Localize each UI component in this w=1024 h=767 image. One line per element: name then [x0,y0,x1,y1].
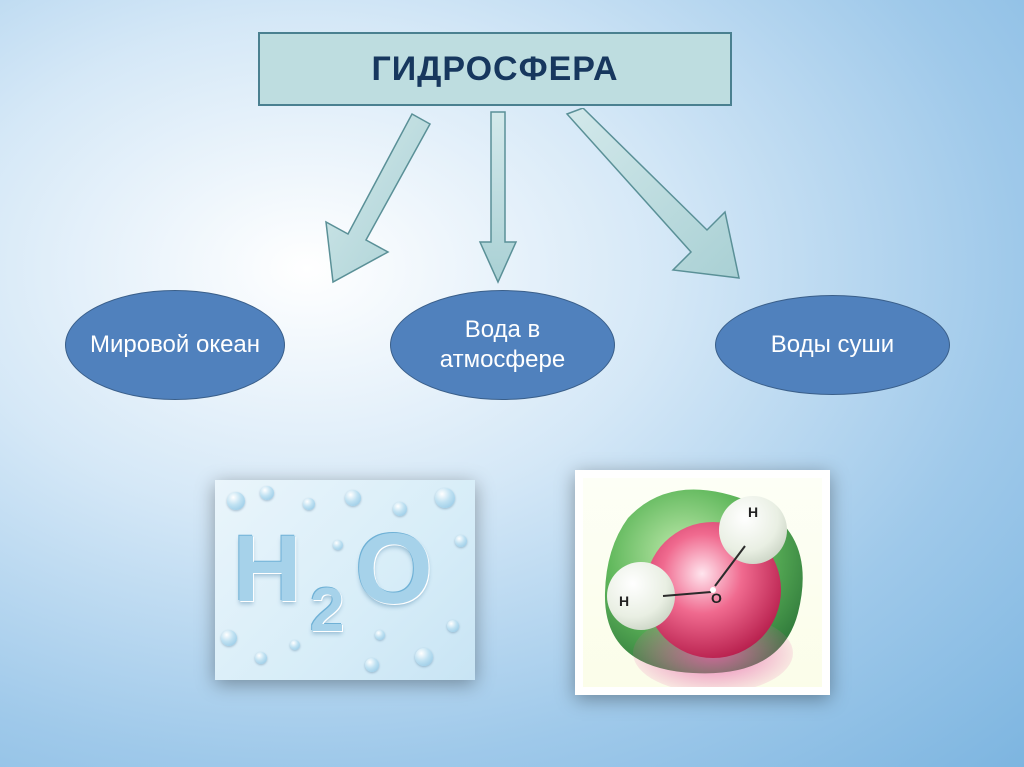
ellipse-label: Вода в атмосфере [401,315,604,375]
water-drop [393,502,407,516]
title-box: ГИДРОСФЕРА [258,32,732,106]
mol-label-o: O [711,590,722,606]
mol-label-h-left: H [619,593,629,609]
water-drop [333,540,343,550]
water-drop [455,535,467,547]
mol-label-h-right: H [748,504,758,520]
water-drop [221,630,237,646]
ellipse-label: Мировой океан [90,330,260,360]
h2o-panel: H2O [215,480,475,680]
water-drop [435,488,455,508]
water-drop [375,630,385,640]
water-drop [345,490,361,506]
h2o-letter: O [355,512,433,627]
arrow-center [478,110,518,285]
ellipse-label: Воды суши [771,330,894,360]
water-drop [303,498,315,510]
ellipse-atmosphere-water: Вода в атмосфере [390,290,615,400]
water-drop [365,658,379,672]
arrow-right [555,108,755,293]
h2o-graphic: H2O [215,480,475,680]
h2o-letter: H [233,515,302,624]
water-drop [290,640,300,650]
water-drop [447,620,459,632]
molecule-panel: H H O [575,470,830,695]
water-drop [255,652,267,664]
arrow-left [318,110,438,285]
title-text: ГИДРОСФЕРА [371,50,618,89]
water-drop [415,648,433,666]
h2o-letter: 2 [310,575,344,646]
ellipse-world-ocean: Мировой океан [65,290,285,400]
ellipse-land-water: Воды суши [715,295,950,395]
water-drop [260,486,274,500]
water-drop [227,492,245,510]
molecule-graphic: H H O [583,478,822,687]
